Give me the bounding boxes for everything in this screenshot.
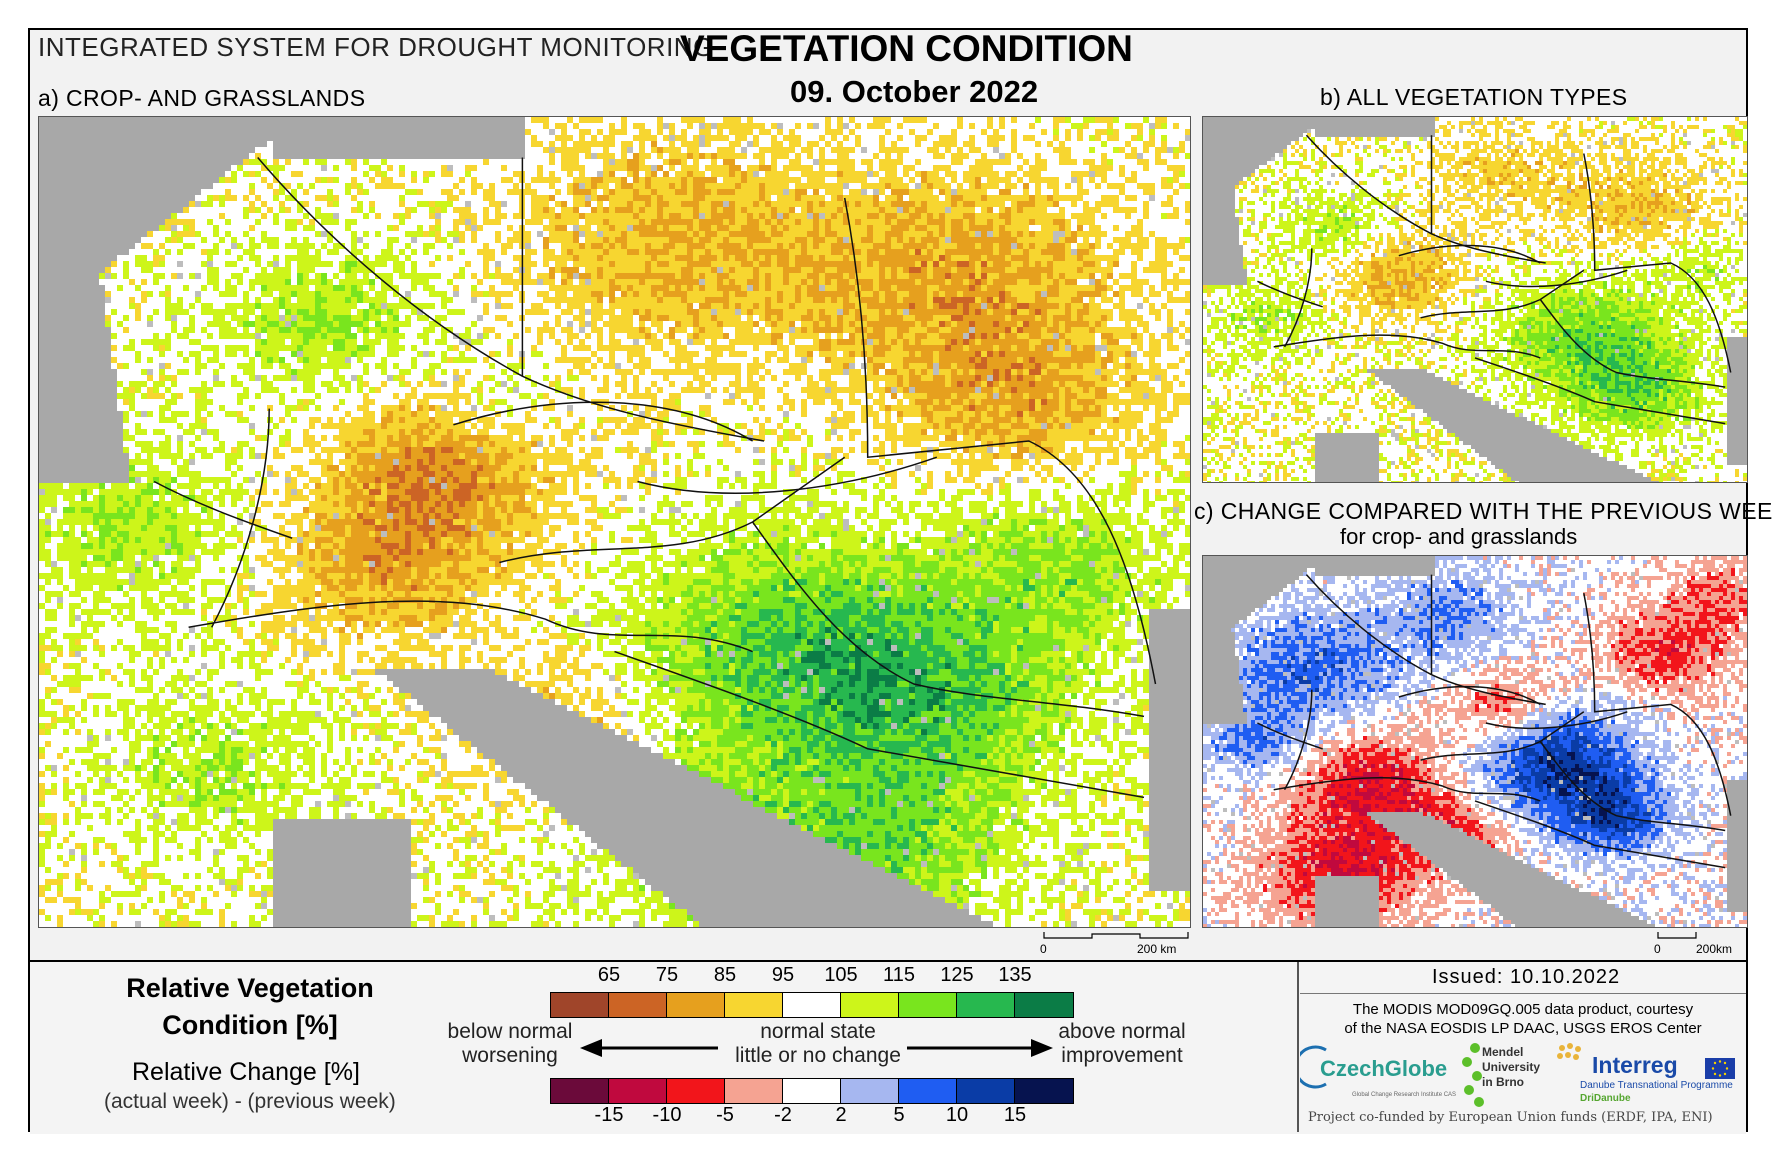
rvc-tick-label: 125 — [940, 964, 973, 987]
rc-swatch — [725, 1079, 783, 1103]
rc-color-ramp — [550, 1078, 1074, 1104]
rc-tick-label: -10 — [653, 1104, 682, 1127]
map-weekly-change — [1202, 555, 1748, 928]
rc-swatch — [957, 1079, 1015, 1103]
legend-rvc-title: Relative Vegetation Condition [%] — [120, 970, 380, 1044]
note-normal-state-line2: little or no change — [718, 1044, 918, 1068]
interreg-logo: Interreg — [1592, 1052, 1678, 1079]
rc-tick-label: 2 — [835, 1104, 846, 1127]
rvc-swatch — [1015, 993, 1073, 1017]
rc-tick-label: -15 — [595, 1104, 624, 1127]
note-above-normal-line1: above normal — [1052, 1020, 1192, 1044]
note-below-normal-line2: worsening — [440, 1044, 580, 1068]
data-credit: The MODIS MOD09GQ.005 data product, cour… — [1300, 1000, 1746, 1038]
map-c-canvas — [1203, 556, 1747, 927]
panel-b-label: b) ALL VEGETATION TYPES — [1320, 84, 1627, 111]
rvc-tick-label: 135 — [998, 964, 1031, 987]
rvc-swatch — [957, 993, 1015, 1017]
rvc-tick-label: 75 — [656, 964, 678, 987]
arrow-left-icon — [580, 1036, 720, 1060]
legend-rc-title: Relative Change [%] — [132, 1058, 360, 1087]
note-above-normal-line2: improvement — [1052, 1044, 1192, 1068]
rvc-swatch — [609, 993, 667, 1017]
rc-swatch — [783, 1079, 841, 1103]
date-label: 09. October 2022 — [790, 74, 1038, 110]
rvc-swatch — [551, 993, 609, 1017]
note-above-normal: above normal improvement — [1052, 1020, 1192, 1068]
rvc-swatch — [841, 993, 899, 1017]
interreg-logo-sub: Danube Transnational Programme — [1580, 1080, 1733, 1091]
rc-swatch — [841, 1079, 899, 1103]
mendel-line-3: in Brno — [1482, 1075, 1540, 1090]
system-title: INTEGRATED SYSTEM FOR DROUGHT MONITORING — [38, 32, 714, 63]
issued-separator — [1300, 993, 1746, 994]
note-normal-state-line1: normal state — [718, 1020, 918, 1044]
note-below-normal-line1: below normal — [440, 1020, 580, 1044]
rc-tick-label: -2 — [774, 1104, 792, 1127]
scalebar-c-dist: 200km — [1696, 942, 1732, 956]
rvc-swatch — [725, 993, 783, 1017]
mendel-line-1: Mendel — [1482, 1045, 1540, 1060]
rvc-swatch — [783, 993, 841, 1017]
map-b-canvas — [1203, 117, 1747, 482]
main-title: VEGETATION CONDITION — [680, 28, 1133, 70]
rvc-tick-label: 65 — [598, 964, 620, 987]
arrow-right-icon — [905, 1036, 1055, 1060]
rvc-color-ramp — [550, 992, 1074, 1018]
mendel-university-logo: Mendel University in Brno — [1482, 1045, 1540, 1090]
eu-flag-icon — [1705, 1058, 1735, 1079]
note-below-normal: below normal worsening — [440, 1020, 580, 1068]
scalebar-a-dist: 200 km — [1137, 942, 1176, 956]
credit-line-2: of the NASA EOSDIS LP DAAC, USGS EROS Ce… — [1300, 1019, 1746, 1038]
panel-c-sublabel: for crop- and grasslands — [1340, 524, 1577, 550]
panel-c-label: c) CHANGE COMPARED WITH THE PREVIOUS WEE… — [1194, 498, 1772, 525]
scalebar-c-zero: 0 — [1654, 942, 1661, 956]
mendel-logo-icon — [1455, 1040, 1485, 1108]
rc-swatch — [1015, 1079, 1073, 1103]
rvc-tick-label: 115 — [883, 964, 915, 987]
interreg-logo-icon — [1552, 1040, 1592, 1080]
scalebar-a-zero: 0 — [1040, 942, 1047, 956]
rc-tick-label: 5 — [893, 1104, 904, 1127]
rvc-tick-label: 85 — [714, 964, 736, 987]
legend-rc-subtitle: (actual week) - (previous week) — [104, 1090, 396, 1114]
issued-date: Issued: 10.10.2022 — [1432, 966, 1620, 989]
rc-swatch — [899, 1079, 957, 1103]
rvc-tick-label: 105 — [824, 964, 857, 987]
cofunding-note: Project co-funded by European Union fund… — [1308, 1110, 1713, 1125]
rc-tick-label: 10 — [946, 1104, 968, 1127]
panel-a-label: a) CROP- AND GRASSLANDS — [38, 85, 365, 112]
map-crop-grasslands — [38, 116, 1191, 928]
czechglobe-logo-sub: Global Change Research Institute CAS — [1352, 1092, 1456, 1098]
map-all-vegetation — [1202, 116, 1748, 483]
rc-tick-label: 15 — [1004, 1104, 1026, 1127]
map-a-canvas — [39, 117, 1190, 927]
rvc-swatch — [899, 993, 957, 1017]
dridanube-logo: DriDanube — [1580, 1093, 1631, 1104]
legend-divider — [1297, 962, 1299, 1132]
credit-line-1: The MODIS MOD09GQ.005 data product, cour… — [1300, 1000, 1746, 1019]
czechglobe-logo: CzechGlobe — [1320, 1056, 1447, 1082]
rc-swatch — [667, 1079, 725, 1103]
rc-swatch — [609, 1079, 667, 1103]
rvc-tick-label: 95 — [772, 964, 794, 987]
rc-tick-label: -5 — [716, 1104, 734, 1127]
mendel-line-2: University — [1482, 1060, 1540, 1075]
rc-swatch — [551, 1079, 609, 1103]
rvc-swatch — [667, 993, 725, 1017]
note-normal-state: normal state little or no change — [718, 1020, 918, 1068]
